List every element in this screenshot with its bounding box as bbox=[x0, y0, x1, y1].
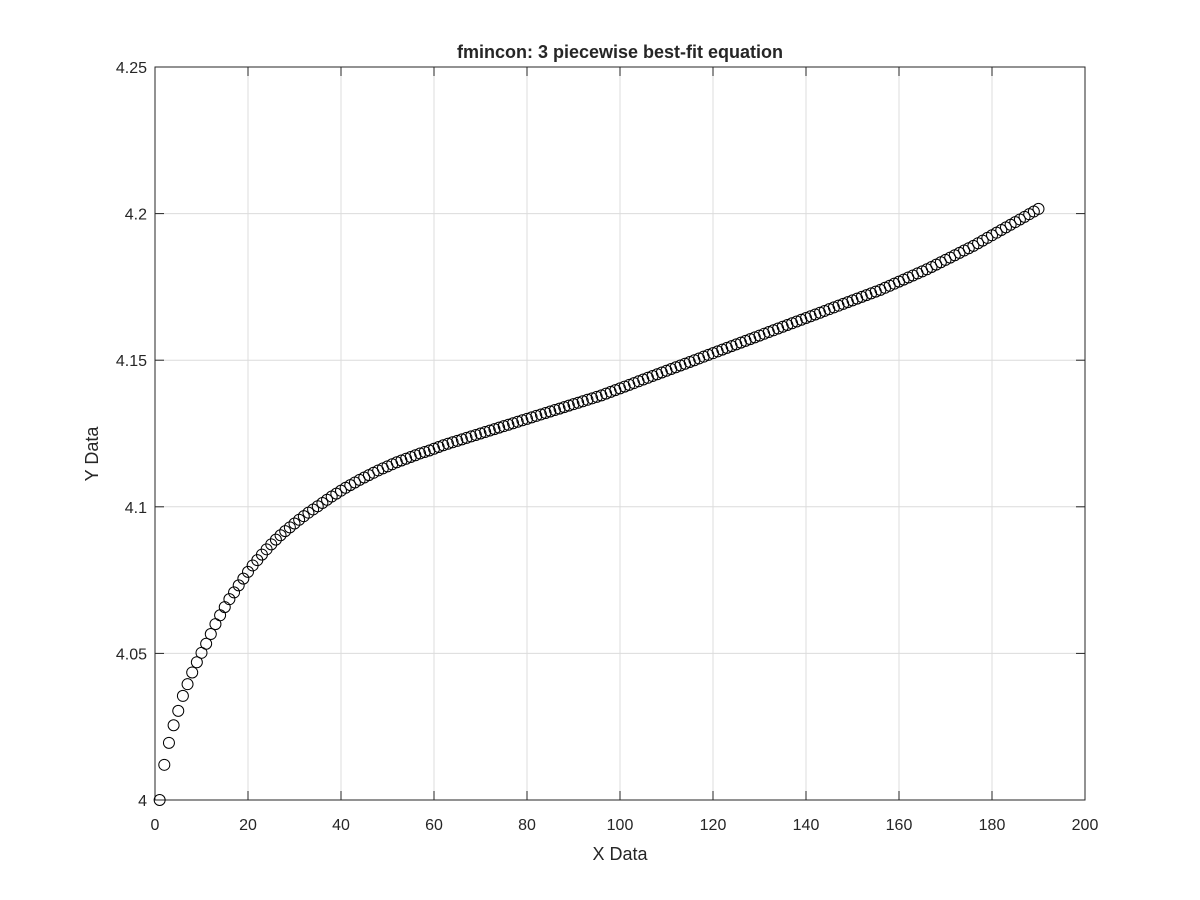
data-point bbox=[437, 439, 450, 452]
data-point bbox=[567, 398, 580, 411]
y-tick-label: 4 bbox=[138, 793, 147, 810]
data-point bbox=[279, 525, 292, 538]
data-point bbox=[469, 428, 482, 441]
data-point bbox=[167, 719, 180, 732]
data-point bbox=[162, 736, 175, 749]
data-point bbox=[228, 586, 241, 599]
data-point bbox=[451, 434, 464, 447]
chart-title: fmincon: 3 piecewise best-fit equation bbox=[457, 42, 783, 62]
data-point bbox=[530, 409, 543, 422]
y-tick-label: 4.1 bbox=[125, 500, 147, 517]
data-point bbox=[1032, 202, 1045, 215]
data-point bbox=[200, 637, 213, 650]
x-axis-label: X Data bbox=[592, 844, 648, 864]
data-point bbox=[283, 521, 296, 534]
data-point bbox=[581, 393, 594, 406]
data-point bbox=[465, 430, 478, 443]
data-point bbox=[590, 390, 603, 403]
data-point bbox=[181, 678, 194, 691]
data-point bbox=[204, 628, 217, 641]
x-tick-labels: 0 20 40 60 80 100 120 140 160 180 200 bbox=[151, 817, 1099, 834]
data-point bbox=[190, 656, 203, 669]
data-point bbox=[232, 579, 245, 592]
data-point bbox=[572, 396, 585, 409]
data-point bbox=[483, 424, 496, 437]
data-point bbox=[223, 593, 236, 606]
data-point bbox=[521, 412, 533, 425]
y-tick-label: 4.05 bbox=[116, 646, 147, 663]
data-point bbox=[158, 758, 171, 771]
data-point bbox=[553, 402, 566, 415]
y-tick-label: 4.25 bbox=[116, 60, 147, 77]
data-point bbox=[172, 704, 185, 717]
x-tick-label: 200 bbox=[1072, 817, 1099, 834]
data-point bbox=[586, 392, 599, 405]
y-tick-labels: 4 4.05 4.1 4.15 4.2 4.25 bbox=[116, 60, 147, 810]
data-point bbox=[493, 421, 506, 434]
x-tick-label: 180 bbox=[979, 817, 1006, 834]
data-point bbox=[562, 399, 575, 412]
data-point bbox=[414, 447, 427, 460]
x-tick-label: 40 bbox=[332, 817, 350, 834]
data-point bbox=[479, 426, 492, 439]
data-point bbox=[237, 572, 250, 585]
data-point bbox=[502, 418, 515, 431]
data-point bbox=[488, 423, 501, 436]
x-tick-label: 100 bbox=[607, 817, 634, 834]
data-point bbox=[153, 794, 166, 806]
x-tick-label: 80 bbox=[518, 817, 536, 834]
data-point bbox=[265, 538, 278, 551]
data-point bbox=[576, 395, 589, 408]
data-point bbox=[534, 408, 547, 421]
data-point bbox=[525, 411, 538, 424]
data-point bbox=[269, 533, 282, 546]
data-point bbox=[548, 404, 561, 417]
data-point bbox=[516, 414, 529, 427]
data-point bbox=[507, 417, 520, 430]
data-point bbox=[511, 415, 524, 428]
data-point bbox=[288, 517, 301, 530]
x-tick-label: 140 bbox=[793, 817, 820, 834]
data-point bbox=[497, 420, 510, 433]
x-tick-label: 20 bbox=[239, 817, 257, 834]
y-tick-label: 4.15 bbox=[116, 353, 147, 370]
data-point bbox=[418, 445, 431, 458]
data-point bbox=[242, 565, 254, 578]
data-points bbox=[153, 202, 1045, 806]
data-point bbox=[455, 433, 468, 446]
data-point bbox=[544, 405, 557, 418]
x-tick-label: 160 bbox=[886, 817, 913, 834]
axis-ticks bbox=[154, 66, 1086, 801]
x-tick-label: 60 bbox=[425, 817, 443, 834]
data-point bbox=[460, 431, 473, 444]
data-point bbox=[539, 406, 552, 419]
data-point bbox=[274, 529, 287, 542]
data-point bbox=[558, 401, 571, 414]
x-tick-label: 0 bbox=[151, 817, 160, 834]
y-axis-label: Y Data bbox=[82, 426, 102, 482]
data-point bbox=[441, 437, 454, 450]
x-tick-label: 120 bbox=[700, 817, 727, 834]
data-point bbox=[176, 689, 189, 702]
data-point bbox=[186, 666, 199, 679]
data-point bbox=[446, 436, 459, 449]
y-tick-label: 4.2 bbox=[125, 207, 147, 224]
data-point bbox=[474, 427, 487, 440]
